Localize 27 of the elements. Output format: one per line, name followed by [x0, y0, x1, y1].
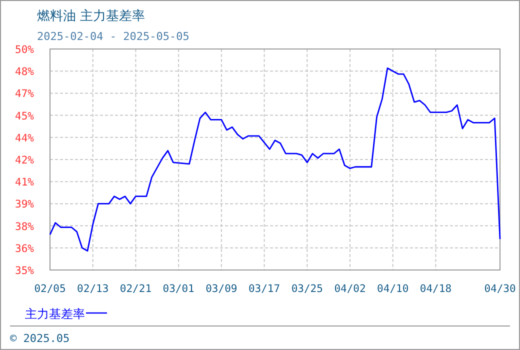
x-tick-label: 02/21: [120, 283, 152, 295]
y-tick-label: 38%: [15, 220, 35, 233]
y-tick-label: 35%: [15, 265, 35, 277]
x-tick-label: 04/10: [377, 283, 409, 295]
x-tick-label: 03/09: [206, 283, 238, 295]
y-tick-label: 50%: [15, 44, 35, 56]
y-tick-label: 41%: [15, 176, 35, 189]
x-tick-label: 02/13: [77, 283, 109, 295]
line-series: [49, 67, 501, 252]
y-tick-label: 36%: [15, 242, 35, 255]
x-tick-label: 03/25: [291, 283, 323, 295]
x-tick-label: 03/17: [248, 283, 280, 295]
y-tick-label: 47%: [15, 88, 35, 100]
text: © 2025.05: [10, 332, 70, 345]
y-tick-label: 44%: [15, 132, 35, 144]
y-tick-label: 48%: [15, 66, 35, 78]
y-tick-label: 39%: [15, 198, 35, 211]
x-tick-label: 04/02: [334, 283, 366, 295]
y-tick-label: 42%: [15, 154, 35, 166]
x-tick-label: 03/01: [162, 283, 194, 295]
chart-subtitle: 2025-02-04 - 2025-05-05: [37, 30, 190, 43]
legend-label: 主力基差率: [25, 307, 85, 321]
x-tick-label: 04/30: [484, 283, 516, 295]
x-tick-label: 04/18: [420, 283, 452, 295]
chart-title: 燃料油 主力基差率: [37, 8, 146, 24]
y-tick-label: 45%: [15, 110, 35, 122]
x-tick-label: 02/05: [34, 283, 66, 295]
